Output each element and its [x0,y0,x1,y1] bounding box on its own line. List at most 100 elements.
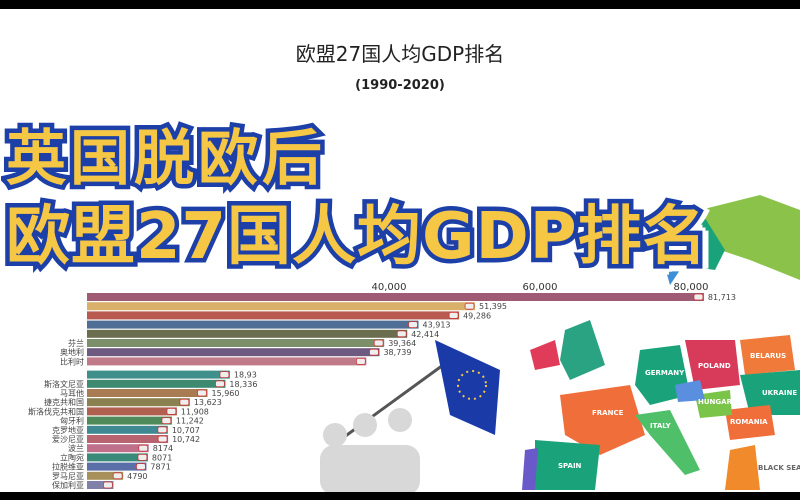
bar [87,293,704,301]
bar-value-label: 49,286 [463,311,491,320]
map-label-poland: POLAND [698,362,731,370]
bar-value-label: 10,707 [172,426,200,435]
country-flag-icon [197,389,207,397]
overlay-headline-1: 英国脱欧后 [2,122,327,197]
bar-category-label: 奥地利 [60,347,84,357]
bar [87,311,460,320]
bar [87,416,172,425]
bar [87,370,230,379]
country-flag-icon [103,481,113,489]
country-flag-icon [137,453,148,461]
bar-value-label: 8071 [152,453,172,462]
bar [87,329,408,338]
map-label-italy: ITALY [650,422,672,430]
country-flag-icon [464,302,475,310]
bar-value-label: 38,739 [383,348,411,357]
bar-value-label: 7871 [150,463,170,472]
country-flag-icon [408,321,418,329]
bar [87,462,147,471]
bar-category-label: 马耳他 [60,388,84,398]
x-tick-label: 60,000 [523,282,558,293]
country-flag-icon [448,311,459,319]
bar [87,302,476,311]
country-flag-icon [369,348,379,356]
map-label-belarus: BELARUS [750,352,786,360]
bar [87,407,177,416]
country-flag-icon [219,371,230,379]
bar [87,481,114,489]
bar-value-label: 11,908 [181,407,209,416]
bar [87,339,385,347]
bar-value-label: 8174 [153,444,173,453]
letterbox-bottom [0,492,800,500]
country-flag-icon [157,435,168,443]
country-flag-icon [161,417,172,425]
bar [87,348,380,357]
bar-category-label: 立陶宛 [60,452,84,462]
country-flag-icon [215,380,225,388]
bar [87,379,226,388]
figures-icon [320,408,420,495]
country-flag-icon [355,357,366,365]
bar [87,398,190,407]
bar-category-label: 克罗地亚 [52,425,84,435]
bar-category-label: 芬兰 [68,338,84,348]
map-label-france: FRANCE [592,409,624,417]
map-label-romania: ROMANIA [730,418,768,426]
country-flag-icon [136,463,146,471]
bar-category-label: 斯洛伐克共和国 [28,406,84,416]
bar-value-label: 11,242 [176,417,204,426]
country-flag-icon [166,407,177,415]
country-flag-icon [112,472,123,480]
bar [87,444,149,453]
chart-subtitle: (1990-2020) [355,78,445,93]
bar-value-label: 81,713 [708,293,736,302]
flag-raising-figures [320,340,500,495]
country-flag-icon [396,330,407,338]
bar-value-label: 18,336 [229,380,257,389]
country-flag-icon [693,293,704,301]
map-label-black-sea: BLACK SEA [758,464,800,472]
bar-category-label: 捷克共和国 [44,397,84,407]
bar [87,435,169,443]
bar-value-label: 18,93 [234,371,257,380]
bar-category-label: 保加利亚 [52,480,84,490]
bar-value-label: 39,364 [388,339,416,348]
eu-flag-icon [435,340,500,435]
map-label-spain: SPAIN [558,462,582,470]
letterbox-top [0,0,800,9]
map-label-germany: GERMANY [645,369,685,377]
bar [87,453,148,462]
country-flag-icon [373,339,384,347]
bar-category-label: 匈牙利 [60,416,84,426]
europe-map: GERMANY POLAND BELARUS FRANCE ITALY ROMA… [522,195,800,490]
bar-category-label: 比利时 [60,356,84,366]
bar [87,389,208,397]
map-label-hungary: HUNGARY [698,398,738,406]
bar-value-label: 51,395 [479,302,507,311]
map-label-ukraine: UKRAINE [762,389,797,397]
country-flag-icon [157,426,168,434]
bar-value-label: 42,414 [411,330,439,339]
bar [87,471,124,480]
bar-value-label: 43,913 [423,321,451,330]
bar-category-label: 斯洛文尼亚 [44,379,84,389]
bar [87,357,367,366]
bar-category-label: 波兰 [68,443,84,453]
bar-value-label: 15,960 [211,389,239,398]
bar-value-label: 10,742 [172,435,200,444]
x-tick-label: 80,000 [674,282,709,293]
x-tick-label: 40,000 [372,282,407,293]
bar-category-label: 拉脱维亚 [52,462,84,472]
bar [87,320,419,329]
country-flag-icon [179,398,190,406]
bar-category-label: 罗马尼亚 [52,472,84,481]
chart-title: 欧盟27国人均GDP排名 [295,42,505,66]
bar-value-label: 4790 [127,472,147,481]
bar-category-label: 爱沙尼亚 [52,435,84,444]
overlay-headline-2: 欧盟27国人均GDP排名 [2,197,712,277]
country-flag-icon [138,444,149,452]
bar-value-label: 13,623 [194,398,222,407]
bar [87,425,168,434]
